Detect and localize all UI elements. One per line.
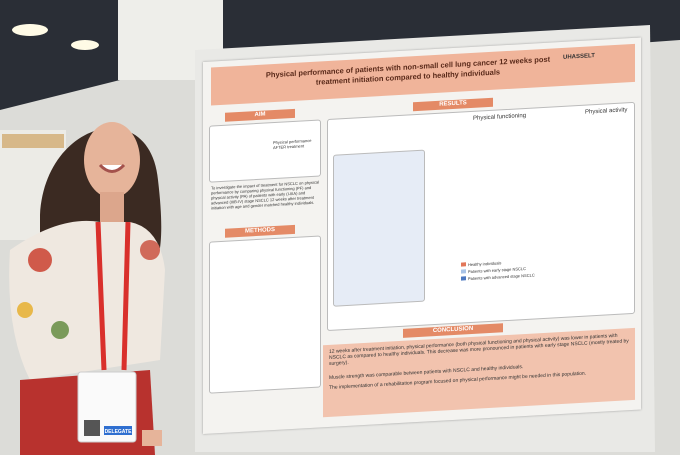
flower bbox=[140, 240, 160, 260]
smile bbox=[98, 163, 126, 173]
methods-box bbox=[209, 235, 321, 394]
aim-heading: AIM bbox=[225, 108, 295, 122]
poster: Physical performance of patients with no… bbox=[203, 37, 641, 435]
badge-label: DELEGATE bbox=[105, 429, 133, 435]
badge-band bbox=[104, 426, 132, 435]
flower bbox=[17, 302, 33, 318]
results-heading: RESULTS bbox=[413, 97, 493, 112]
face bbox=[84, 122, 140, 198]
aim-text: To investigate the impact of treatment f… bbox=[211, 179, 320, 211]
flower bbox=[51, 321, 69, 339]
light bbox=[71, 40, 99, 50]
neck bbox=[100, 192, 124, 222]
hand bbox=[142, 430, 162, 446]
flower bbox=[28, 248, 52, 272]
aim-box bbox=[209, 119, 321, 183]
methods-heading: METHODS bbox=[225, 224, 295, 238]
qr-code bbox=[84, 420, 100, 436]
person: DELEGATE bbox=[9, 122, 165, 455]
side-poster-title bbox=[2, 134, 64, 148]
lanyard bbox=[95, 221, 131, 371]
results-table bbox=[333, 149, 425, 307]
light bbox=[12, 24, 48, 36]
